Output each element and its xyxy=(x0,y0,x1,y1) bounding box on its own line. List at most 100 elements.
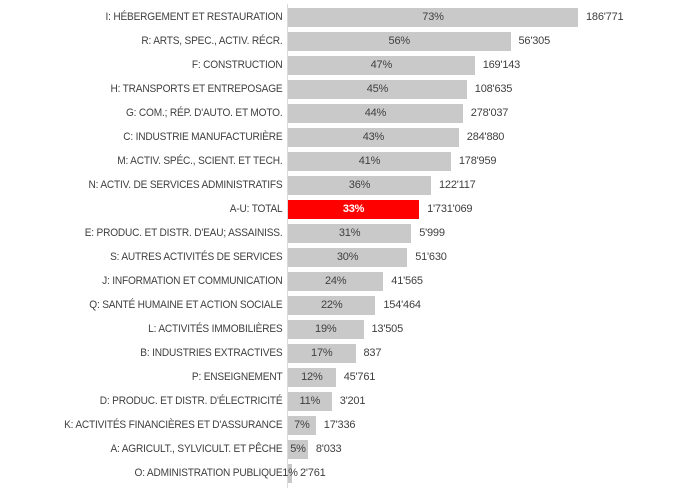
bar: 73% xyxy=(288,7,578,27)
bar: 44% xyxy=(288,103,463,123)
bar: 12% xyxy=(288,367,336,387)
category-label: M: ACTIV. SPÉC., SCIENT. ET TECH. xyxy=(117,155,283,167)
chart-rows: I: HÉBERGEMENT ET RESTAURATION 73% 186'7… xyxy=(0,5,693,485)
percent-label: 44% xyxy=(364,107,387,119)
value-label: 3'201 xyxy=(339,395,366,407)
bar-row: B: INDUSTRIES EXTRACTIVES 17% 837 xyxy=(0,341,693,365)
percent-label: 33% xyxy=(342,203,365,215)
bar-row: M: ACTIV. SPÉC., SCIENT. ET TECH. 41% 17… xyxy=(0,149,693,173)
bar-row: A: AGRICULT., SYLVICULT. ET PÊCHE 5% 8'0… xyxy=(0,437,693,461)
percent-label: 43% xyxy=(362,131,385,143)
percent-label: 12% xyxy=(301,371,323,383)
value-label: 1'731'069 xyxy=(427,203,473,215)
bar: 43% xyxy=(288,127,459,147)
percent-label: 1% xyxy=(282,467,298,479)
percent-label: 5% xyxy=(290,443,306,455)
row-plot-area: 33% 1'731'069 xyxy=(288,197,693,221)
bar-row: J: INFORMATION ET COMMUNICATION 24% 41'5… xyxy=(0,269,693,293)
bar-row: R: ARTS, SPEC., ACTIV. RÉCR. 56% 56'305 xyxy=(0,29,693,53)
value-label: 8'033 xyxy=(315,443,342,455)
bar: 11% xyxy=(288,391,332,411)
category-label: A-U: TOTAL xyxy=(229,203,283,215)
category-label: C: INDUSTRIE MANUFACTURIÈRE xyxy=(123,131,283,143)
value-label: 17'336 xyxy=(323,419,356,431)
row-plot-area: 30% 51'630 xyxy=(288,245,693,269)
row-plot-area: 31% 5'999 xyxy=(288,221,693,245)
category-label: O: ADMINISTRATION PUBLIQUE xyxy=(134,467,283,479)
value-label: 837 xyxy=(363,347,382,359)
value-label: 178'959 xyxy=(458,155,497,167)
percent-label: 41% xyxy=(358,155,381,167)
value-label: 5'999 xyxy=(419,227,445,239)
bar: 45% xyxy=(288,79,467,99)
row-plot-area: 36% 122'117 xyxy=(288,173,693,197)
category-label: L: ACTIVITÉS IMMOBILIÈRES xyxy=(148,323,283,335)
bar-row: G: COM.; RÉP. D'AUTO. ET MOTO. 44% 278'0… xyxy=(0,101,693,125)
percent-label: 17% xyxy=(311,347,333,359)
bar: 24% xyxy=(288,271,384,291)
bar: 33% xyxy=(288,199,420,219)
bar: 19% xyxy=(288,319,364,339)
category-label: R: ARTS, SPEC., ACTIV. RÉCR. xyxy=(141,35,283,47)
bar: 47% xyxy=(288,55,475,75)
row-plot-area: 24% 41'565 xyxy=(288,269,693,293)
category-label: G: COM.; RÉP. D'AUTO. ET MOTO. xyxy=(125,107,283,119)
row-plot-area: 41% 178'959 xyxy=(288,149,693,173)
bar-row: D: PRODUC. ET DISTR. D'ÉLECTRICITÉ 11% 3… xyxy=(0,389,693,413)
percent-label: 56% xyxy=(388,35,411,47)
row-plot-area: 19% 13'505 xyxy=(288,317,693,341)
category-label: N: ACTIV. DE SERVICES ADMINISTRATIFS xyxy=(88,179,283,191)
bar-row: K: ACTIVITÉS FINANCIÈRES ET D'ASSURANCE … xyxy=(0,413,693,437)
percent-label: 36% xyxy=(348,179,371,191)
value-label: 51'630 xyxy=(415,251,447,263)
bar-row: H: TRANSPORTS ET ENTREPOSAGE 45% 108'635 xyxy=(0,77,693,101)
row-plot-area: 44% 278'037 xyxy=(288,101,693,125)
percent-label: 30% xyxy=(336,251,359,263)
category-label: P: ENSEIGNEMENT xyxy=(191,371,283,383)
category-label: Q: SANTÉ HUMAINE ET ACTION SOCIALE xyxy=(89,299,283,311)
category-label: F: CONSTRUCTION xyxy=(191,59,283,71)
category-label: J: INFORMATION ET COMMUNICATION xyxy=(102,275,283,287)
row-plot-area: 5% 8'033 xyxy=(288,437,693,461)
percent-label: 7% xyxy=(294,419,310,431)
bar-row: Q: SANTÉ HUMAINE ET ACTION SOCIALE 22% 1… xyxy=(0,293,693,317)
category-label: S: AUTRES ACTIVITÉS DE SERVICES xyxy=(110,251,283,263)
percent-label: 31% xyxy=(338,227,361,239)
row-plot-area: 12% 45'761 xyxy=(288,365,693,389)
y-axis-line xyxy=(287,4,288,488)
value-label: 169'143 xyxy=(482,59,521,71)
category-label: E: PRODUC. ET DISTR. D'EAU; ASSAINISS. xyxy=(84,227,283,239)
bar: 36% xyxy=(288,175,431,195)
bar: 31% xyxy=(288,223,412,243)
bar-row: L: ACTIVITÉS IMMOBILIÈRES 19% 13'505 xyxy=(0,317,693,341)
percent-label: 19% xyxy=(315,323,337,335)
bar-row: E: PRODUC. ET DISTR. D'EAU; ASSAINISS. 3… xyxy=(0,221,693,245)
row-plot-area: 45% 108'635 xyxy=(288,77,693,101)
bar: 22% xyxy=(288,295,376,315)
row-plot-area: 17% 837 xyxy=(288,341,693,365)
category-label: B: INDUSTRIES EXTRACTIVES xyxy=(140,347,283,359)
bar: 1% xyxy=(282,463,298,483)
value-label: 278'037 xyxy=(470,107,509,119)
bar: 7% xyxy=(288,415,316,435)
value-label: 108'635 xyxy=(474,83,513,95)
value-label: 154'464 xyxy=(383,299,421,311)
value-label: 13'505 xyxy=(371,323,404,335)
bar: 41% xyxy=(288,151,451,171)
bar-row: S: AUTRES ACTIVITÉS DE SERVICES 30% 51'6… xyxy=(0,245,693,269)
row-plot-area: 7% 17'336 xyxy=(288,413,693,437)
category-label: A: AGRICULT., SYLVICULT. ET PÊCHE xyxy=(110,443,283,455)
value-label: 45'761 xyxy=(343,371,376,383)
value-label: 41'565 xyxy=(391,275,423,287)
percent-label: 73% xyxy=(422,11,444,23)
category-label: D: PRODUC. ET DISTR. D'ÉLECTRICITÉ xyxy=(99,395,283,407)
row-plot-area: 1% 2'761 xyxy=(282,461,693,485)
percent-label: 47% xyxy=(370,59,393,71)
bar: 56% xyxy=(288,31,511,51)
category-label: K: ACTIVITÉS FINANCIÈRES ET D'ASSURANCE xyxy=(64,419,283,431)
bar-row: C: INDUSTRIE MANUFACTURIÈRE 43% 284'880 xyxy=(0,125,693,149)
percent-label: 11% xyxy=(299,395,321,407)
value-label: 284'880 xyxy=(466,131,505,143)
value-label: 186'771 xyxy=(586,11,624,23)
